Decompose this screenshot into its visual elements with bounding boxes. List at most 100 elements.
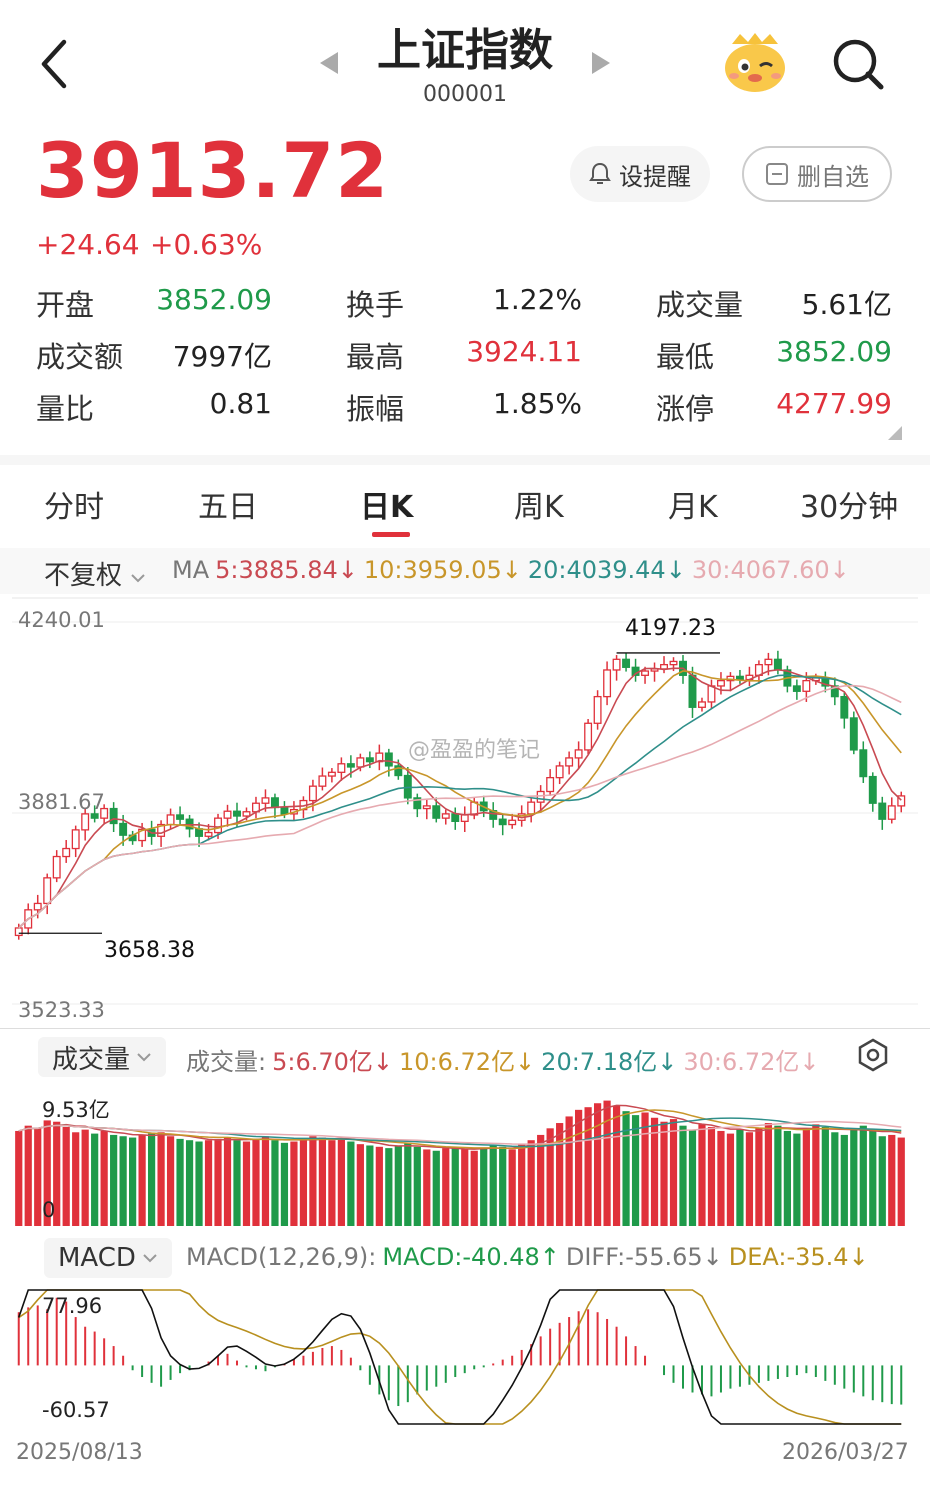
kline-candle: [327, 771, 336, 777]
macd-params: MACD(12,26,9):: [186, 1243, 377, 1271]
kline-candle: [138, 828, 147, 842]
kline-candle: [593, 695, 602, 724]
volume-bar: [518, 1144, 526, 1226]
mascot-button[interactable]: [722, 32, 788, 98]
kline-candle: [394, 765, 403, 777]
chevron-down-icon: [143, 1254, 157, 1263]
macd-axis-top: 77.96: [42, 1294, 103, 1318]
volume-bar: [831, 1132, 839, 1226]
volume-chart[interactable]: [0, 1084, 930, 1230]
kline-candle: [270, 797, 279, 809]
volume-bar: [328, 1140, 336, 1226]
volume-bar: [404, 1142, 412, 1226]
search-button[interactable]: [830, 36, 886, 96]
ma30-value: 30:4067.60↓: [691, 556, 850, 584]
kline-axis-mid: 3881.67: [18, 790, 105, 814]
kline-candle: [109, 807, 118, 825]
kline-candle: [555, 765, 564, 779]
tab-0[interactable]: 分时: [44, 490, 104, 525]
tab-5[interactable]: 30分钟: [800, 490, 899, 525]
kline-candle: [242, 811, 251, 817]
tab-3[interactable]: 周K: [514, 490, 564, 525]
back-button[interactable]: [30, 34, 80, 94]
kline-chart[interactable]: [0, 596, 930, 1026]
kline-candle: [792, 685, 801, 692]
kline-candle: [43, 877, 52, 905]
adjust-selector[interactable]: 不复权: [44, 555, 146, 592]
volume-bar: [650, 1117, 659, 1226]
kline-candle: [878, 802, 887, 820]
tab-1[interactable]: 五日: [198, 490, 258, 525]
volume-ma5: 5:6.70亿↓: [272, 1048, 393, 1076]
stat-value: 1.22%: [493, 283, 582, 316]
prev-stock-button[interactable]: [318, 50, 340, 80]
kline-candle: [498, 818, 507, 826]
kline-axis-top: 4240.01: [18, 608, 105, 632]
kline-candle: [204, 831, 213, 837]
kline-candle: [716, 679, 725, 687]
watermark: @盈盈的笔记: [408, 738, 541, 763]
volume-bar: [508, 1149, 516, 1226]
stat-value: 1.85%: [493, 387, 582, 420]
macd-selector[interactable]: MACD: [44, 1238, 172, 1278]
kline-candle: [565, 757, 574, 767]
volume-axis-top: 9.53亿: [42, 1098, 110, 1122]
set-alert-button[interactable]: 设提醒: [570, 146, 710, 202]
volume-bar: [337, 1138, 345, 1226]
volume-bar: [622, 1111, 630, 1226]
kline-candle: [536, 790, 545, 803]
volume-bar: [62, 1127, 70, 1226]
kline-candle: [90, 813, 99, 819]
kline-axis-bottom: 3523.33: [18, 998, 105, 1022]
volume-bar: [745, 1132, 754, 1226]
next-stock-button[interactable]: [590, 50, 612, 80]
chart-settings-button[interactable]: [856, 1038, 890, 1076]
kline-candle: [166, 814, 175, 826]
stat-label: 最低: [656, 340, 715, 374]
volume-bar: [252, 1138, 260, 1226]
dea-line: [18, 1289, 902, 1425]
volume-bar: [195, 1141, 203, 1226]
kline-candle: [71, 829, 80, 850]
volume-ma10: 10:6.72亿↓: [399, 1048, 536, 1076]
stat-label: 涨停: [656, 392, 715, 426]
kline-candle: [384, 752, 393, 767]
macd-axis-bottom: -60.57: [42, 1398, 110, 1422]
volume-bar: [631, 1115, 640, 1226]
volume-bar: [413, 1146, 421, 1226]
ma30-line: [18, 684, 902, 929]
stat-label: 成交额: [36, 340, 124, 374]
tab-4[interactable]: 月K: [668, 490, 718, 525]
volume-bar: [774, 1125, 782, 1226]
kline-candle: [840, 695, 849, 719]
volume-bar: [669, 1119, 678, 1226]
volume-bar: [366, 1145, 374, 1226]
volume-bar: [897, 1137, 905, 1226]
kline-candle: [707, 685, 716, 703]
expand-corner-icon[interactable]: [886, 424, 904, 442]
kline-candle: [318, 775, 327, 787]
kline-candle: [603, 669, 612, 698]
volume-bar: [261, 1136, 270, 1226]
macd-chart[interactable]: [0, 1284, 930, 1430]
volume-bar: [394, 1145, 402, 1226]
volume-bar: [432, 1150, 440, 1226]
volume-bar: [375, 1146, 383, 1226]
remove-watchlist-button[interactable]: 删自选: [742, 146, 892, 202]
price-change: +24.64: [36, 228, 140, 261]
volume-bar: [147, 1133, 156, 1226]
macd-value: MACD:-40.48↑: [382, 1243, 560, 1271]
kline-candle: [81, 813, 90, 831]
kline-candle: [223, 810, 232, 819]
volume-selector[interactable]: 成交量: [38, 1037, 167, 1077]
kline-candle: [669, 660, 678, 666]
stat-label: 成交量: [656, 288, 744, 322]
stat-value: 0.81: [209, 387, 272, 420]
volume-bar: [129, 1137, 137, 1226]
tab-2[interactable]: 日K: [360, 490, 414, 525]
volume-bar: [537, 1134, 545, 1226]
volume-bar: [53, 1121, 61, 1226]
kline-candle: [849, 717, 858, 751]
kline-low-label: 3658.38: [104, 938, 195, 963]
kline-candle: [62, 847, 71, 858]
